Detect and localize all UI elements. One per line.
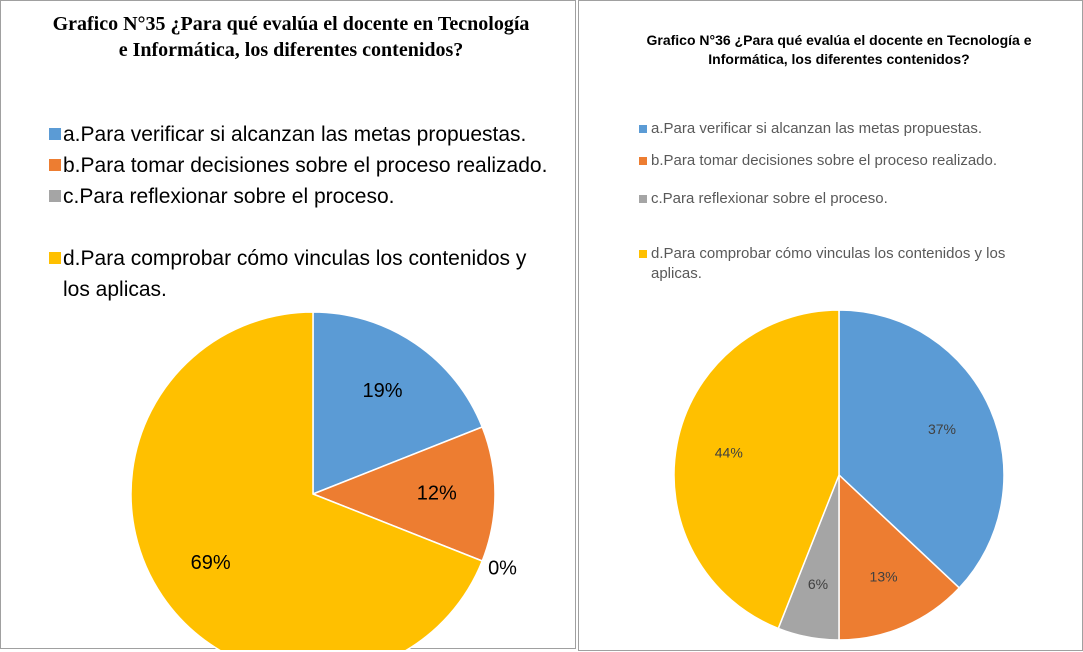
data-label: 12% bbox=[417, 482, 457, 504]
legend-item: b.Para tomar decisiones sobre el proceso… bbox=[49, 150, 549, 181]
legend-item: b.Para tomar decisiones sobre el proceso… bbox=[639, 151, 1059, 171]
legend-swatch bbox=[639, 250, 647, 258]
legend-swatch bbox=[639, 157, 647, 165]
data-label: 69% bbox=[191, 552, 231, 574]
legend-item: d.Para comprobar cómo vinculas los conte… bbox=[49, 243, 549, 305]
legend-swatch bbox=[49, 159, 61, 171]
pie-slice bbox=[310, 426, 496, 562]
legend-swatch bbox=[639, 195, 647, 203]
pie: 37% 13% 6% 44% bbox=[673, 309, 1005, 641]
chart-panel: Grafico N°35 ¿Para qué evalúa el docente… bbox=[0, 0, 576, 650]
legend-item: d.Para comprobar cómo vinculas los conte… bbox=[639, 244, 1059, 284]
pie-slice bbox=[312, 311, 484, 496]
legend-swatch bbox=[49, 190, 61, 202]
chart-title: Grafico N°36 ¿Para qué evalúa el docente… bbox=[646, 32, 1032, 67]
legend-item: a.Para verificar si alcanzan las metas p… bbox=[49, 119, 549, 150]
legend-item: c.Para reflexionar sobre el proceso. bbox=[49, 181, 549, 212]
legend-item: c.Para reflexionar sobre el proceso. bbox=[639, 189, 1059, 209]
legend-swatch bbox=[49, 252, 61, 264]
legend-label: b.Para tomar decisiones sobre el proceso… bbox=[651, 152, 998, 169]
data-label: 13% bbox=[870, 569, 898, 585]
pie-slice bbox=[838, 473, 961, 641]
data-label: 19% bbox=[363, 380, 403, 402]
legend-label: d.Para comprobar cómo vinculas los conte… bbox=[63, 247, 527, 301]
legend-swatch bbox=[639, 125, 647, 133]
pie-slice bbox=[130, 311, 484, 650]
data-label: 37% bbox=[928, 421, 956, 437]
data-label: 6% bbox=[808, 576, 828, 592]
chart-panel: Grafico N°36 ¿Para qué evalúa el docente… bbox=[578, 0, 1083, 651]
legend-label: c.Para reflexionar sobre el proceso. bbox=[63, 185, 395, 208]
legend-label: a.Para verificar si alcanzan las metas p… bbox=[63, 123, 527, 146]
pie: 19% 12% 0% 69% bbox=[130, 311, 517, 650]
legend-label: a.Para verificar si alcanzan las metas p… bbox=[651, 120, 982, 137]
pie-slice bbox=[673, 309, 840, 630]
data-label: 44% bbox=[715, 445, 743, 461]
data-label: 0% bbox=[488, 557, 517, 579]
chart-title: Grafico N°35 ¿Para qué evalúa el docente… bbox=[52, 13, 530, 61]
legend-item: a.Para verificar si alcanzan las metas p… bbox=[639, 119, 1059, 139]
legend-label: c.Para reflexionar sobre el proceso. bbox=[651, 190, 888, 207]
legend: a.Para verificar si alcanzan las metas p… bbox=[639, 119, 1059, 284]
legend-swatch bbox=[49, 128, 61, 140]
legend-label: b.Para tomar decisiones sobre el proceso… bbox=[63, 154, 548, 177]
legend: a.Para verificar si alcanzan las metas p… bbox=[49, 119, 549, 305]
pie-slice bbox=[838, 309, 1005, 590]
legend-label: d.Para comprobar cómo vinculas los conte… bbox=[651, 245, 1006, 282]
